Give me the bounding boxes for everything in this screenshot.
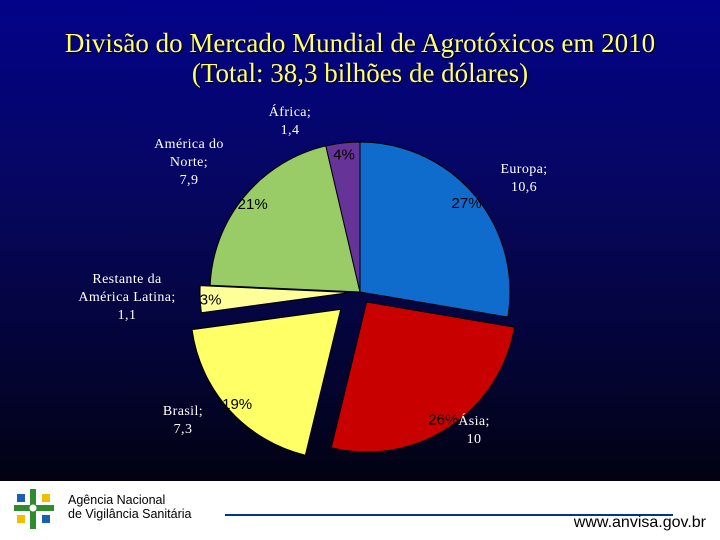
footer-divider — [225, 514, 673, 516]
pie-slice-3 — [199, 285, 351, 314]
anvisa-logo-icon — [14, 489, 54, 529]
website-link[interactable]: www.anvisa.gov.br — [573, 514, 706, 531]
pie-slice-1 — [330, 301, 516, 453]
footer-bar: Agência Nacional de Vigilância Sanitária… — [0, 481, 720, 540]
chart-subtitle: (Total: 38,3 bilhões de dólares) — [191, 58, 529, 88]
pie-category-label-3: Restante da América Latina; 1,1 — [78, 272, 175, 323]
pie-slice-2 — [191, 308, 342, 456]
pie-percent-label-1: 26% — [428, 412, 458, 429]
pie-category-label-2: Brasil; 7,3 — [163, 404, 203, 437]
pie-category-label-5: África; 1,4 — [269, 103, 311, 138]
agency-name-line1: Agência Nacional — [68, 493, 166, 507]
pie-percent-label-5: 4% — [333, 146, 355, 163]
pie-percent-label-4: 21% — [238, 196, 268, 213]
agency-name-line2: de Vigilância Sanitária — [68, 507, 192, 521]
pie-percent-label-3: 3% — [200, 292, 222, 309]
pie-slice-4 — [209, 145, 361, 293]
pie-percent-label-0: 27% — [452, 195, 482, 212]
pie-category-label-0: Europa; 10,6 — [500, 162, 547, 195]
pie-slice-0 — [359, 141, 511, 318]
chart-title: Divisão do Mercado Mundial de Agrotóxico… — [64, 28, 656, 58]
pie-chart: 27% Europa; 10,6 26% Ásia; 10 19% Brasil; 7,3 3% R… — [78, 103, 547, 456]
pie-category-label-1: Ásia; 10 — [458, 412, 490, 447]
agency-name: Agência Nacional de Vigilância Sanitária — [68, 493, 191, 521]
pie-slice-5 — [325, 141, 361, 293]
pie-percent-label-2: 19% — [222, 396, 252, 413]
pie-category-label-4: América do Norte; 7,9 — [154, 137, 224, 188]
